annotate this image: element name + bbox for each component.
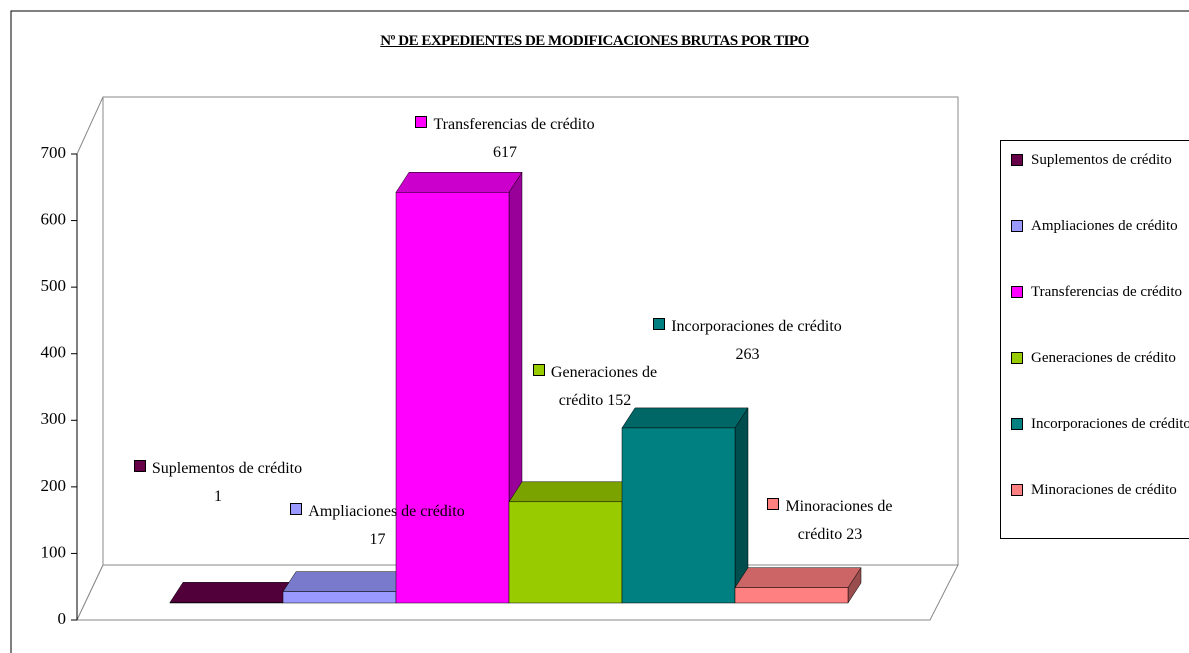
bar-top [282, 571, 410, 592]
data-label: Transferencias de crédito 617 [415, 111, 595, 167]
legend-label: Transferencias de crédito [1031, 284, 1183, 300]
chart-title: Nº DE EXPEDIENTES DE MODIFICACIONES BRUT… [380, 33, 809, 49]
bar-top [395, 172, 523, 193]
y-tick-label: 300 [41, 409, 67, 428]
y-tick-label: 400 [41, 343, 67, 362]
data-label: Suplementos de crédito 1 [128, 455, 308, 511]
y-tick-label: 0 [58, 609, 67, 628]
data-label-value: 1 [214, 488, 222, 505]
legend-label: Minoraciones de crédito [1031, 482, 1177, 498]
legend: Suplementos de crédito Ampliaciones de cr… [1000, 140, 1189, 539]
data-label: Generaciones de crédito 152 [510, 359, 680, 415]
data-label-name: Suplementos de crédito [151, 460, 303, 477]
y-tick-label: 700 [41, 143, 67, 162]
y-tick-label: 500 [41, 276, 67, 295]
data-label-name: Minoraciones de crédito [785, 498, 893, 543]
y-tick-label: 600 [41, 209, 67, 228]
bar [508, 501, 623, 604]
label-key [133, 460, 146, 472]
data-label: Incorporaciones de crédito 263 [650, 313, 845, 369]
legend-key [1011, 352, 1023, 364]
data-label-name: Ampliaciones de crédito [308, 503, 465, 520]
frame [10, 10, 1189, 653]
label-key [532, 364, 545, 376]
legend-key [1011, 220, 1023, 232]
legend-key [1011, 286, 1023, 298]
bar [169, 602, 284, 604]
legend-key [1011, 418, 1023, 430]
data-label-name: Transferencias de crédito [433, 116, 595, 133]
bar [621, 427, 736, 604]
bar-top [508, 481, 636, 503]
y-tick-label: 100 [41, 542, 67, 561]
legend-key [1011, 154, 1023, 166]
bar [282, 591, 397, 604]
legend-label: Generaciones de crédito [1031, 350, 1176, 366]
side-wall [76, 96, 104, 621]
legend-label: Ampliaciones de crédito [1031, 218, 1178, 234]
legend-key [1011, 484, 1023, 496]
data-label: Minoraciones de crédito 23 [745, 493, 915, 549]
label-key [290, 503, 303, 515]
bar [395, 192, 510, 604]
data-label: Ampliaciones de crédito 17 [290, 498, 465, 554]
y-tick-label: 200 [41, 476, 67, 495]
data-label-value: 17 [369, 531, 386, 548]
data-label-value: 23 [846, 526, 863, 543]
legend-label: Suplementos de crédito [1031, 152, 1172, 168]
bar-top [734, 567, 862, 588]
label-key [767, 498, 780, 510]
data-label-value: 617 [493, 144, 517, 161]
data-label-value: 152 [607, 392, 632, 409]
data-label-name: Incorporaciones de crédito [671, 318, 842, 335]
data-label-name: Generaciones de crédito [550, 364, 658, 409]
data-label-value: 263 [735, 346, 760, 363]
bar-top [169, 582, 297, 603]
label-key [653, 318, 666, 330]
bar [734, 587, 849, 604]
legend-label: Incorporaciones de crédito [1031, 416, 1189, 432]
label-key [415, 116, 428, 128]
